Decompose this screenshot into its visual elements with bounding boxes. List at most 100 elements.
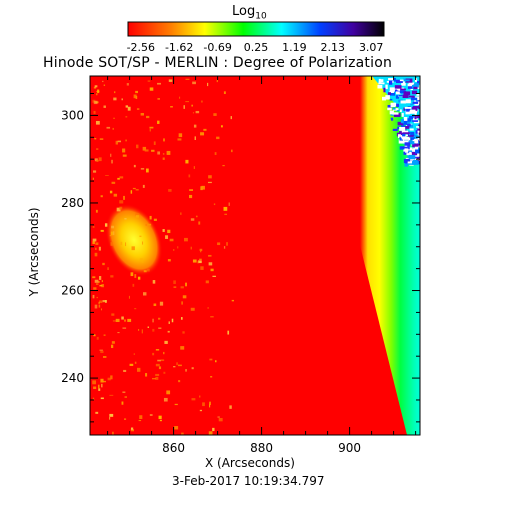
speckle [137,276,141,280]
noise-pixel [403,149,407,152]
noise-pixel [418,147,420,151]
noise-pixel [378,79,384,83]
speckle [95,120,100,125]
speckle [179,96,181,99]
speckle [181,301,183,305]
colorbar-tick-label: -1.62 [165,41,193,54]
plot-frame [89,75,421,436]
noise-pixel [389,80,393,85]
speckle [142,184,145,188]
speckle [119,176,124,179]
speckle [130,272,134,277]
speckle [111,313,115,316]
speckle [93,386,97,390]
speckle [93,86,97,89]
speckle [153,141,156,145]
speckle [103,105,106,108]
noise-pixel [382,96,386,101]
noise-pixel [399,126,406,131]
noise-pixel [393,113,401,117]
noise-pixel [401,82,406,86]
speckle [102,300,107,303]
noise-pixel [395,95,400,99]
speckle [149,215,152,220]
noise-pixel [413,106,420,108]
speckle [93,287,97,290]
speckle [133,353,135,355]
speckle [158,366,162,370]
speckle [132,283,135,287]
speckle [92,294,95,299]
speckle [149,414,153,416]
speckle [96,148,99,150]
noise-pixel [400,100,406,104]
noise-pixel [399,136,404,141]
limb-band [318,76,420,435]
speckle [110,231,114,236]
speckle [107,267,109,271]
speckle [180,346,185,350]
noise-pixel [410,87,413,91]
noise-pixel [411,151,418,156]
speckle [165,235,169,239]
speckle [157,151,161,155]
noise-pixel [412,120,419,122]
speckle [102,262,105,266]
noise-pixel [417,80,420,86]
noise-pixel [377,84,383,89]
speckle [95,242,99,245]
noise-pixel [414,99,418,103]
noise-pixel [383,87,386,93]
off-limb-noise [377,78,420,167]
speckle [182,331,185,334]
speckle [231,299,235,302]
speckle [207,307,209,309]
speckle [114,91,116,94]
noise-pixel [398,99,403,103]
noise-pixel [398,94,403,97]
speckle [142,146,147,151]
noise-pixel [404,162,408,167]
noise-pixel [395,109,401,112]
speckle [133,164,136,168]
noise-pixel [404,107,407,113]
speckle [155,373,160,377]
speckle [134,274,137,278]
speckle [153,303,157,307]
noise-pixel [411,107,418,112]
speckle [122,391,126,394]
speckle [123,369,127,372]
speckle [152,280,156,284]
speckle [135,189,139,191]
speckle [92,397,95,401]
speckle [216,79,218,83]
speckle [147,326,150,328]
speckle [199,409,203,412]
speckle [162,157,165,160]
speckle [193,124,197,128]
speckle [220,125,223,128]
speckle [140,167,145,170]
speckle [149,87,154,91]
speckle [231,149,233,153]
colorbar-tick-labels: -2.56 -1.62 -0.69 0.25 1.19 2.13 3.07 [127,41,384,54]
speckle [155,363,160,367]
noise-pixel [399,109,402,113]
noise-pixel [418,132,420,135]
speckle [158,327,162,329]
speckle [100,195,103,198]
speckle [112,431,114,435]
speckle [195,110,200,114]
speckle [166,390,171,395]
speckle [119,206,123,210]
noise-pixel [409,115,414,120]
speckle [120,241,123,246]
speckle [113,231,115,236]
speckle [136,144,139,149]
noise-pixel [401,146,408,149]
speckle [124,319,126,322]
noise-pixel [390,118,394,121]
speckle [157,82,161,85]
noise-pixel [402,125,410,129]
speckle [96,159,99,162]
